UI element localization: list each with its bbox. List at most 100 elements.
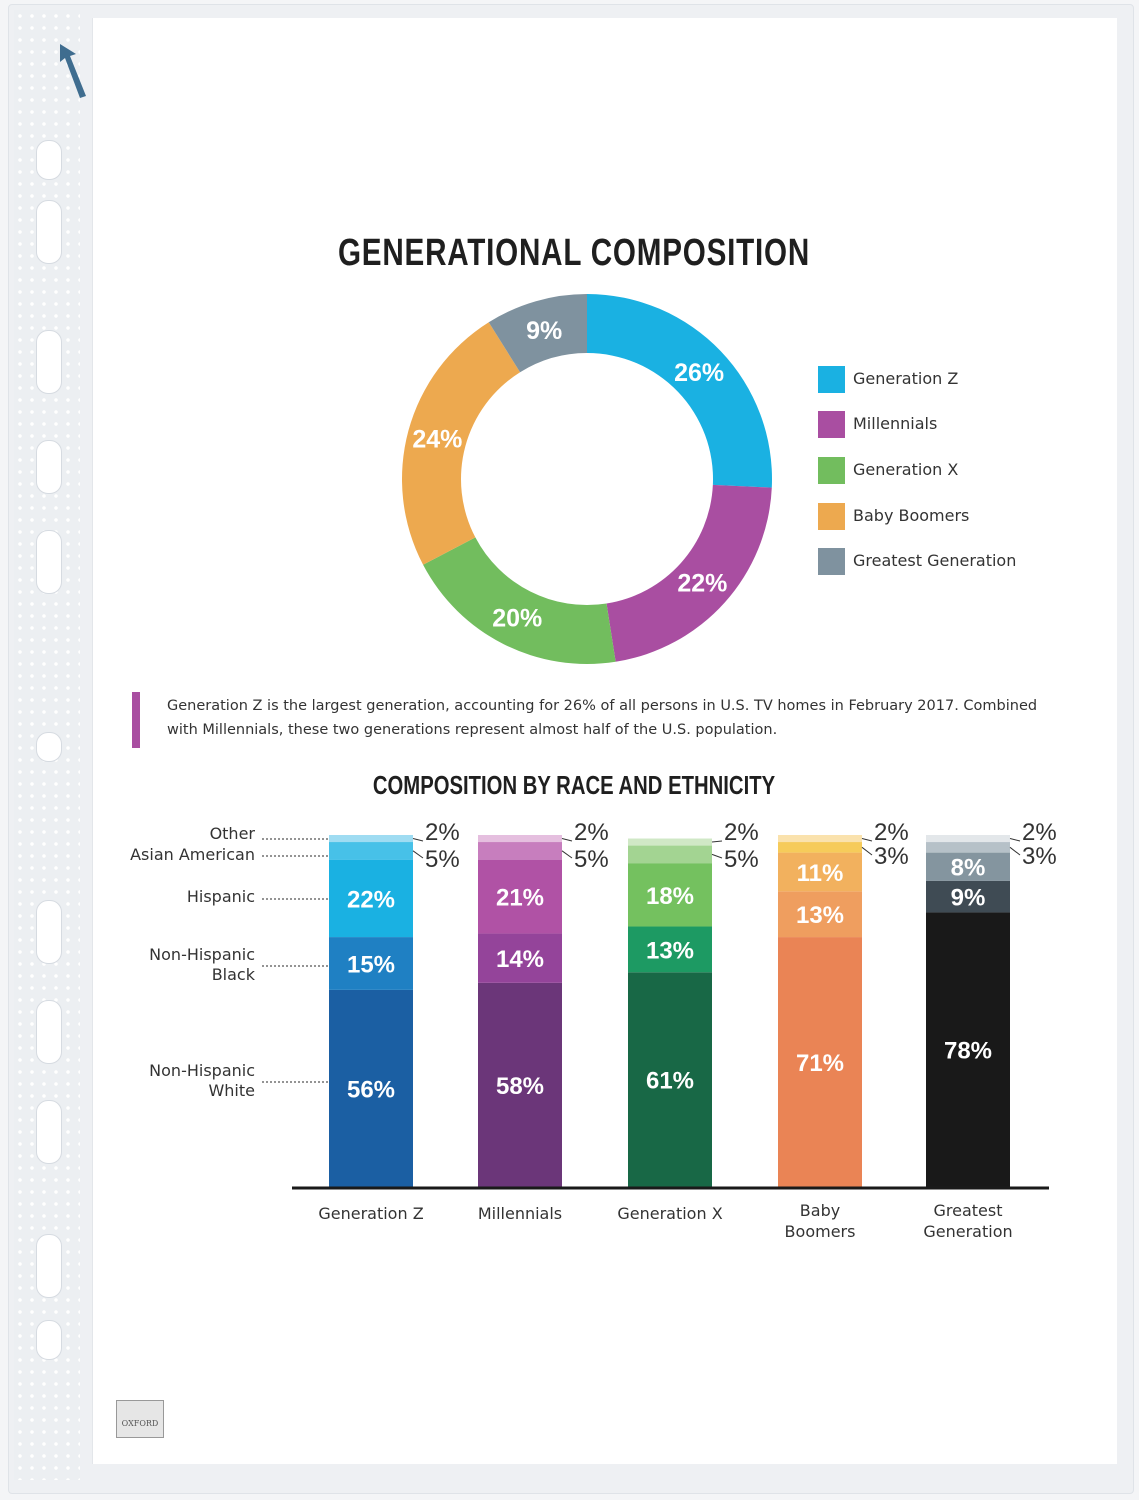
brand-logo: OXFORD [116,1400,164,1438]
bar-segment [478,859,562,934]
stacked-bar-chart: 56%15%22%5%2%58%14%21%5%2%61%13%18%5%2%7… [262,819,1057,1190]
row-label-line: Hispanic [186,887,255,906]
bar-segment [778,891,862,938]
bar-value-label: 11% [797,860,844,887]
legend-label: Greatest Generation [853,551,1017,570]
callout-line [861,846,873,856]
category-label-line: Generation X [617,1204,723,1223]
donut-slice [488,294,587,373]
bar-value-label: 9% [951,885,986,912]
callout-line [412,850,424,859]
bar-segment [329,989,413,1187]
punch-hole [36,900,62,964]
donut-slice [423,537,616,665]
callout-line [412,838,424,842]
bar-value-callout: 2% [724,819,759,846]
punch-hole [36,1000,62,1064]
legend-label: Generation Z [853,369,959,388]
bar-value-label: 78% [944,1038,992,1065]
row-label-line: Other [209,824,255,843]
bar-segment [329,835,413,843]
bar-value-label: 71% [796,1050,844,1077]
bar-value-callout: 2% [1022,819,1057,846]
note-text: Generation Z is the largest generation, … [167,698,1038,738]
punch-hole [36,1234,62,1298]
bar-segment [478,842,562,860]
punch-hole [36,440,62,494]
bar-segment [628,972,712,1187]
bar-segment [329,937,413,990]
punch-hole [36,330,62,394]
category-label-line: Generation Z [318,1204,424,1223]
legend-swatch [818,457,845,484]
bar-segment [926,880,1010,913]
donut-slice-label: 26% [674,359,724,387]
bar-segment [628,926,712,973]
category-label-line: Greatest [933,1201,1003,1220]
legend-label: Millennials [853,414,938,433]
bar-value-callout: 5% [574,846,609,873]
bar-value-callout: 3% [1022,843,1057,870]
punch-hole [36,1100,62,1164]
category-label: Generation X [595,1203,745,1224]
bar-segment [926,842,1010,853]
donut-slice [587,294,772,488]
punch-hole [36,530,62,594]
bar-segment [329,859,413,938]
bar-segment [628,863,712,927]
corner-arrow-icon [60,44,86,98]
bar-value-label: 15% [347,951,395,978]
row-label-line: Non-Hispanic [149,1061,255,1080]
callout-line [711,853,723,859]
donut-slice-label: 22% [677,569,727,597]
bar-value-label: 22% [347,886,395,913]
bar-value-label: 58% [496,1073,544,1100]
donut-slice-label: 9% [526,317,562,345]
category-label: Millennials [445,1203,595,1224]
donut-slice [401,322,521,565]
bar-value-callout: 5% [425,846,460,873]
callout-line [1009,838,1021,842]
bar-segment [478,982,562,1187]
paper-sheet [92,18,1117,1464]
bar-segment [926,835,1010,843]
bar-segment [778,852,862,892]
bar-value-label: 18% [646,883,694,910]
bar-segment [926,852,1010,881]
row-label-other: Other [210,824,255,844]
donut-chart-title: GENERATIONAL COMPOSITION [337,232,811,274]
bar-segment [778,842,862,853]
category-label: Greatest Generation [893,1200,1043,1242]
category-label: Baby Boomers [745,1200,895,1242]
donut-slice [606,484,772,662]
row-label-white: Non-Hispanic White [149,1061,255,1101]
callout-line [1009,846,1021,856]
callout-line [711,840,723,843]
bar-segment [778,835,862,843]
bar-value-label: 56% [347,1076,395,1103]
punch-hole [36,200,62,264]
bar-value-label: 21% [496,885,544,912]
bar-segment [628,838,712,846]
row-label-line: Black [211,965,255,984]
category-label: Generation Z [296,1203,446,1224]
bar-segment [478,933,562,983]
legend-swatch [818,411,845,438]
category-label-line: Baby [799,1201,841,1220]
punch-hole [36,140,62,180]
bar-value-label: 61% [646,1068,694,1095]
bar-value-label: 13% [796,902,844,929]
bar-value-callout: 3% [874,843,909,870]
row-label-hispanic: Hispanic [187,887,255,907]
brand-logo-text: OXFORD [121,1419,159,1428]
bar-segment [778,937,862,1187]
bar-segment [329,842,413,860]
donut-slice-label: 24% [412,425,462,453]
legend-swatch [818,548,845,575]
callout-line [861,838,873,842]
bar-segment [478,835,562,843]
punch-hole [36,1320,62,1360]
legend-swatch [818,366,845,393]
category-label-line: Millennials [477,1204,563,1223]
legend-label: Baby Boomers [853,506,970,525]
